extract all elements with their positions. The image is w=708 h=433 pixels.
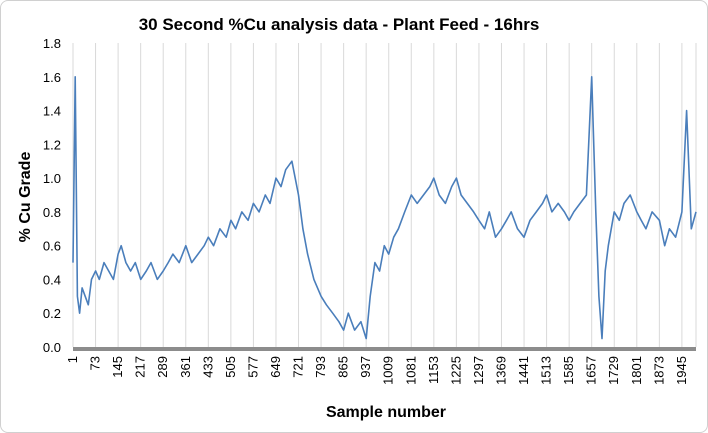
x-axis-baseline <box>73 347 696 351</box>
series-line-0 <box>72 76 697 340</box>
y-tick-label: 0.8 <box>43 205 61 220</box>
x-tick-label: 1009 <box>381 356 396 385</box>
x-tick-label: 1297 <box>471 356 486 385</box>
y-tick-label: 0.0 <box>43 340 61 355</box>
x-tick-label: 361 <box>178 356 193 378</box>
x-tick-label: 1585 <box>561 356 576 385</box>
x-tick-label: 793 <box>313 356 328 378</box>
x-tick-label: 1369 <box>494 356 509 385</box>
y-tick-label: 0.2 <box>43 306 61 321</box>
x-tick-label: 1873 <box>651 356 666 385</box>
y-tick-label: 1.6 <box>43 70 61 85</box>
x-tick-label: 1081 <box>403 356 418 385</box>
y-tick-label: 1.0 <box>43 171 61 186</box>
x-tick-label: 73 <box>88 356 103 370</box>
x-tick-label: 505 <box>223 356 238 378</box>
x-tick-label: 1801 <box>629 356 644 385</box>
x-tick-label: 721 <box>291 356 306 378</box>
x-tick-label: 1729 <box>606 356 621 385</box>
y-axis-title: % Cu Grade <box>17 152 34 243</box>
x-tick-label: 1657 <box>584 356 599 385</box>
x-tick-label: 1 <box>65 356 80 363</box>
x-axis-line <box>73 347 696 351</box>
y-tick-label: 1.4 <box>43 104 61 119</box>
y-tick-label: 1.2 <box>43 137 61 152</box>
x-axis-title: Sample number <box>326 404 446 421</box>
x-tick-label: 1441 <box>516 356 531 385</box>
x-tick-labels: 1 73 145 217 289 361 433 505 577 649 721 793 865 937 1… <box>65 356 689 385</box>
x-tick-label: 1153 <box>426 356 441 384</box>
x-tick-label: 865 <box>336 356 351 378</box>
series-layer <box>72 76 697 340</box>
x-tick-label: 937 <box>358 356 373 378</box>
x-tick-label: 649 <box>268 356 283 378</box>
y-tick-label: 0.4 <box>43 272 61 287</box>
y-tick-label: 0.6 <box>43 239 61 254</box>
y-tick-label: 1.8 <box>43 36 61 51</box>
x-tick-label: 289 <box>155 356 170 378</box>
x-tick-label: 1945 <box>674 356 689 385</box>
x-tick-label: 1513 <box>539 356 554 385</box>
x-tick-label: 145 <box>110 356 125 378</box>
gridlines <box>72 43 697 347</box>
chart-title: 30 Second %Cu analysis data - Plant Feed… <box>139 15 540 34</box>
y-tick-labels: 0.0 0.2 0.4 0.6 0.8 1.0 1.2 1.4 1.6 1.8 <box>43 36 61 355</box>
x-tick-label: 217 <box>133 356 148 378</box>
x-tick-label: 577 <box>245 356 260 378</box>
x-tick-label: 433 <box>200 356 215 378</box>
x-tick-label: 1225 <box>448 356 463 385</box>
